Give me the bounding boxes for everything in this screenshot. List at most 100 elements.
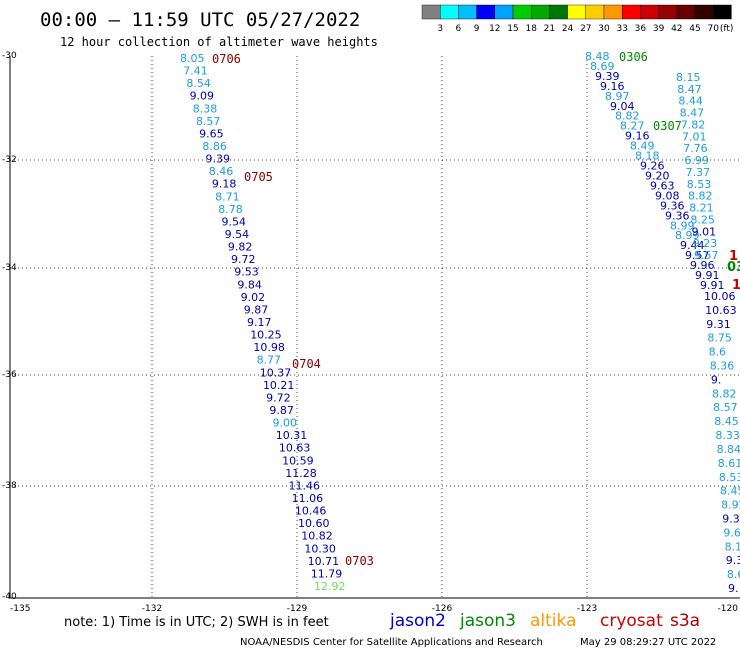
swh-value: 9.23: [693, 237, 718, 250]
legend-swatch: [549, 4, 568, 20]
legend-swatch: [494, 4, 514, 20]
swh-value: 9.36: [660, 199, 685, 212]
swh-value: 8.46: [209, 165, 234, 178]
swh-value: 7.76: [683, 142, 708, 155]
swh-value: 11.28: [285, 467, 317, 480]
swh-value: 7.41: [183, 65, 208, 78]
footer-timestamp: May 29 08:29:27 UTC 2022: [580, 637, 716, 648]
swh-value: 8.61: [718, 457, 740, 470]
hour-label: 0306: [619, 50, 648, 64]
swh-value: 8.92: [721, 499, 740, 512]
gridlines: [10, 56, 740, 598]
swh-value: 8.71: [215, 190, 240, 203]
satellite-jason2: jason2: [389, 611, 446, 631]
swh-value: 11.06: [292, 492, 324, 505]
swh-value: 8.99: [675, 229, 700, 242]
swh-value: 8.15: [676, 71, 701, 84]
swh-value: 10.82: [301, 530, 333, 543]
swh-value: 9.39: [206, 153, 231, 166]
swh-value: 9.87: [244, 303, 268, 316]
swh-value: 10.98: [253, 341, 285, 354]
legend-label: 33: [616, 24, 627, 34]
legend-label: 15: [507, 24, 518, 34]
swh-value: 9.: [711, 373, 722, 386]
track-left: 8.057.418.549.098.388.579.658.869.398.46…: [180, 52, 374, 593]
swh-value: 9.54: [221, 215, 246, 228]
swh-value: 8.47: [677, 83, 702, 96]
swh-value: 9.39: [595, 70, 620, 83]
legend-unit: (ft): [720, 24, 734, 34]
edge-label: 03: [727, 260, 740, 275]
swh-value: 9.31: [706, 318, 731, 331]
swh-value: 10.59: [282, 454, 314, 467]
swh-value: 9.16: [625, 130, 650, 143]
swh-value: 7.37: [686, 166, 711, 179]
plot-frame: [9, 56, 740, 599]
legend-swatch: [585, 4, 605, 20]
swh-value: 9.53: [234, 266, 259, 279]
swh-value: 8.86: [202, 140, 227, 153]
swh-value: 9.57: [694, 249, 719, 262]
hour-label: 0703: [345, 554, 374, 568]
track-right-b: 8.158.478.448.477.827.017.766.997.378.53…: [676, 71, 719, 262]
swh-value: 9.82: [228, 241, 253, 254]
legend-swatch: [512, 4, 532, 20]
swh-value: 8.82: [688, 190, 713, 203]
swh-value: 8.6: [709, 346, 727, 359]
swh-value: 8.99: [670, 219, 695, 232]
track-right-a: 8.488.699.399.168.979.048.828.279.168.49…: [585, 50, 725, 292]
y-tick-label: -32: [2, 155, 17, 165]
x-tick-label: -123: [577, 604, 597, 614]
swh-value: 9.20: [645, 169, 670, 182]
swh-value: 10.25: [250, 329, 282, 342]
swh-value: 7.01: [682, 130, 707, 143]
legend-label: 18: [525, 24, 537, 34]
legend-swatch: [603, 4, 623, 20]
swh-value: 8.53: [719, 471, 740, 484]
swh-value: 10.63: [279, 442, 311, 455]
footer-credit: NOAA/NESDIS Center for Satellite Applica…: [240, 637, 543, 648]
track-right-c: 10.0610.639.318.758.68.369.8.828.578.458…: [704, 290, 740, 595]
satellite-altika: altika: [530, 611, 577, 631]
swh-value: 8.57: [196, 115, 221, 128]
edge-label: 1: [732, 278, 740, 293]
swh-value: 8.47: [680, 107, 705, 120]
legend-swatch: [531, 4, 550, 20]
legend-label: 21: [544, 24, 555, 34]
swh-value: 12.92: [314, 580, 346, 593]
swh-value: 10.46: [295, 505, 327, 518]
swh-value: 8.78: [218, 203, 243, 216]
swh-value: 9.87: [269, 404, 294, 417]
swh-value: 9.04: [610, 100, 635, 113]
swh-value: 9.68: [723, 526, 740, 539]
swh-value: 11.79: [311, 567, 343, 580]
legend-swatch: [476, 4, 496, 20]
swh-value: 9.17: [247, 316, 272, 329]
legend-swatch: [658, 4, 677, 20]
swh-value: 10.06: [704, 290, 736, 303]
swh-color-legend: 3 6 9 12 15 18 21 24 27 30 33 36 39 42 45 70 (ft): [421, 4, 734, 34]
legend-label: 24: [562, 24, 574, 34]
swh-value: 9.91: [695, 269, 720, 282]
legend-swatch: [458, 4, 477, 20]
satellite-cryosat: cryosat: [600, 611, 663, 631]
legend-label: 12: [489, 24, 500, 34]
swh-value: 8.1: [725, 540, 740, 553]
x-tick-label: -132: [142, 604, 162, 614]
swh-value: 8.57: [713, 401, 738, 414]
swh-value: 8.49: [630, 140, 655, 153]
swh-value: 8.25: [690, 213, 715, 226]
y-tick-label: -30: [2, 51, 17, 61]
latitude-tick-labels: -30 -32 -34 -36 -38 -40: [2, 51, 17, 602]
swh-value: 9.: [728, 582, 739, 595]
swh-value: 8.27: [620, 120, 645, 133]
hour-label: 0705: [244, 170, 273, 184]
swh-value: 9.54: [225, 228, 250, 241]
legend-label: 3: [437, 24, 443, 34]
legend-label: 27: [580, 24, 591, 34]
satellite-s3a: s3a: [670, 611, 700, 631]
legend-swatch: [421, 4, 441, 20]
swh-value: 10.71: [308, 555, 340, 568]
hour-label: 0704: [292, 357, 321, 371]
